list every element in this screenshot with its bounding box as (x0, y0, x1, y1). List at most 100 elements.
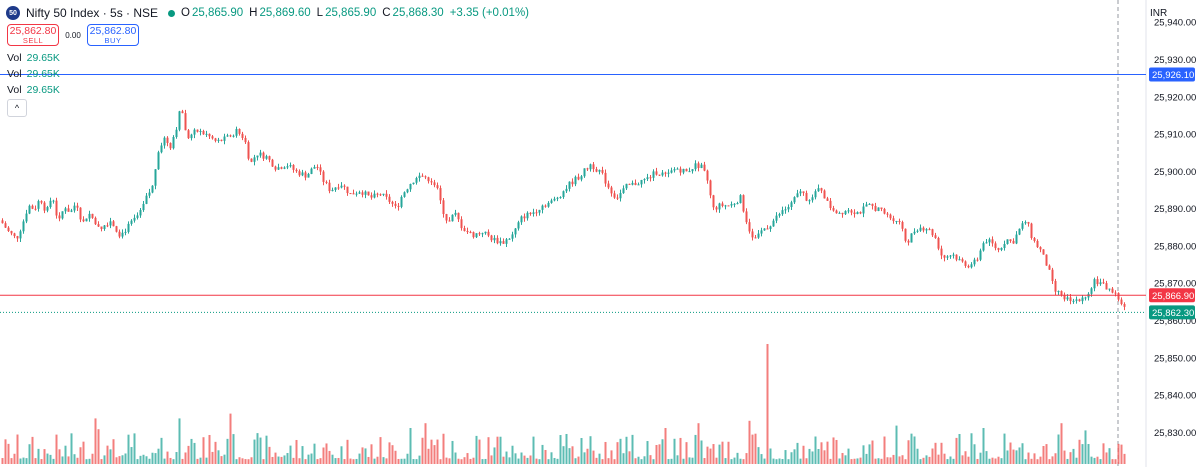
volume-bar (697, 423, 700, 464)
candle-body (778, 214, 781, 216)
volume-legend-3[interactable]: Vol 29.65K (7, 84, 60, 96)
candle-body (358, 192, 361, 194)
candle-body (766, 228, 769, 230)
volume-bar (559, 435, 562, 464)
candle-body (151, 185, 154, 193)
candle-body (478, 233, 481, 235)
candle-body (493, 237, 496, 241)
volume-bar (1057, 434, 1060, 464)
ohlc-open: O 25,865.90 (181, 7, 243, 19)
candle-body (751, 231, 754, 238)
currency-selector[interactable]: INR (1150, 8, 1168, 19)
volume-bar (85, 459, 88, 464)
volume-bar (55, 434, 58, 464)
volume-bar (922, 457, 925, 464)
sell-button[interactable]: 25,862.80 SELL (7, 24, 59, 46)
price-label-blue: 25,926.10 (1152, 70, 1194, 81)
candle-body (34, 208, 37, 210)
candle-body (106, 225, 109, 227)
candle-body (784, 209, 787, 211)
volume-bar (454, 452, 457, 464)
volume-bar (4, 439, 7, 464)
volume-bar (355, 458, 358, 464)
volume-legend-2[interactable]: Vol 29.65K (7, 68, 60, 80)
price-tick-label: 25,900.00 (1154, 167, 1196, 178)
volume-bar (253, 439, 256, 464)
candle-body (334, 187, 337, 190)
candle-body (1048, 265, 1051, 270)
candle-body (97, 224, 100, 227)
candle-body (391, 201, 394, 204)
volume-bar (652, 459, 655, 464)
volume-bar (511, 445, 514, 464)
candle-body (412, 182, 415, 184)
volume-bar (100, 459, 103, 464)
volume-bar (970, 433, 973, 464)
volume-bar (37, 448, 40, 464)
candle-body (883, 208, 886, 214)
candle-body (76, 205, 79, 208)
volume-bar (682, 458, 685, 464)
candle-body (298, 171, 301, 176)
volume-bar (961, 455, 964, 464)
candle-body (982, 243, 985, 251)
volume-bar (949, 456, 952, 464)
volume-bar (598, 453, 601, 464)
volume-bar (838, 458, 841, 464)
volume-bar (760, 454, 763, 464)
candle-body (433, 182, 436, 186)
volume-bar (724, 458, 727, 464)
volume-bar (262, 459, 265, 464)
volume-bar (166, 451, 169, 464)
buy-button[interactable]: 25,862.80 BUY (87, 24, 139, 46)
volume-bar (946, 459, 949, 464)
volume-bar (763, 458, 766, 464)
volume-bar (673, 438, 676, 464)
volume-bar (520, 452, 523, 464)
candle-body (961, 259, 964, 262)
candle-body (289, 165, 292, 167)
volume-bar (985, 451, 988, 464)
candle-body (619, 193, 622, 199)
volume-bar (148, 458, 151, 464)
volume-bar (523, 455, 526, 464)
volume-bar (1003, 433, 1006, 464)
candle-body (604, 172, 607, 184)
volume-bar (481, 459, 484, 464)
volume-bar (283, 455, 286, 464)
candle-body (349, 193, 352, 195)
volume-bar (220, 456, 223, 464)
candle-body (100, 226, 103, 230)
volume-legend-1[interactable]: Vol 29.65K (7, 52, 60, 64)
candle-body (220, 139, 223, 141)
volume-bar (49, 454, 52, 464)
volume-bar (439, 459, 442, 464)
volume-bar (535, 458, 538, 464)
volume-bar (1000, 458, 1003, 464)
symbol-title[interactable]: Nifty 50 Index · 5s · NSE (26, 6, 159, 20)
volume-bar (94, 418, 97, 464)
candle-body (967, 265, 970, 268)
candle-body (19, 231, 22, 239)
volume-bar (1042, 446, 1045, 464)
volume-value: 29.65K (26, 52, 60, 64)
volume-bar (1111, 459, 1114, 464)
volume-bar (1072, 448, 1075, 464)
volume-bar (295, 439, 298, 464)
volume-bar (268, 446, 271, 464)
volume-bar (1090, 456, 1093, 464)
candle-body (574, 176, 577, 185)
collapse-legend-button[interactable]: ^ (7, 99, 27, 117)
candle-body (130, 220, 133, 224)
candle-body (661, 172, 664, 176)
price-tick-label: 25,940.00 (1154, 18, 1196, 29)
candle-body (1036, 240, 1039, 248)
candle-body (529, 212, 532, 214)
candle-body (310, 168, 313, 174)
symbol-legend: 50 Nifty 50 Index · 5s · NSE O 25,865.90 … (6, 6, 529, 20)
volume-bar (250, 457, 253, 464)
candle-body (430, 181, 433, 183)
candle-body (1021, 223, 1024, 229)
